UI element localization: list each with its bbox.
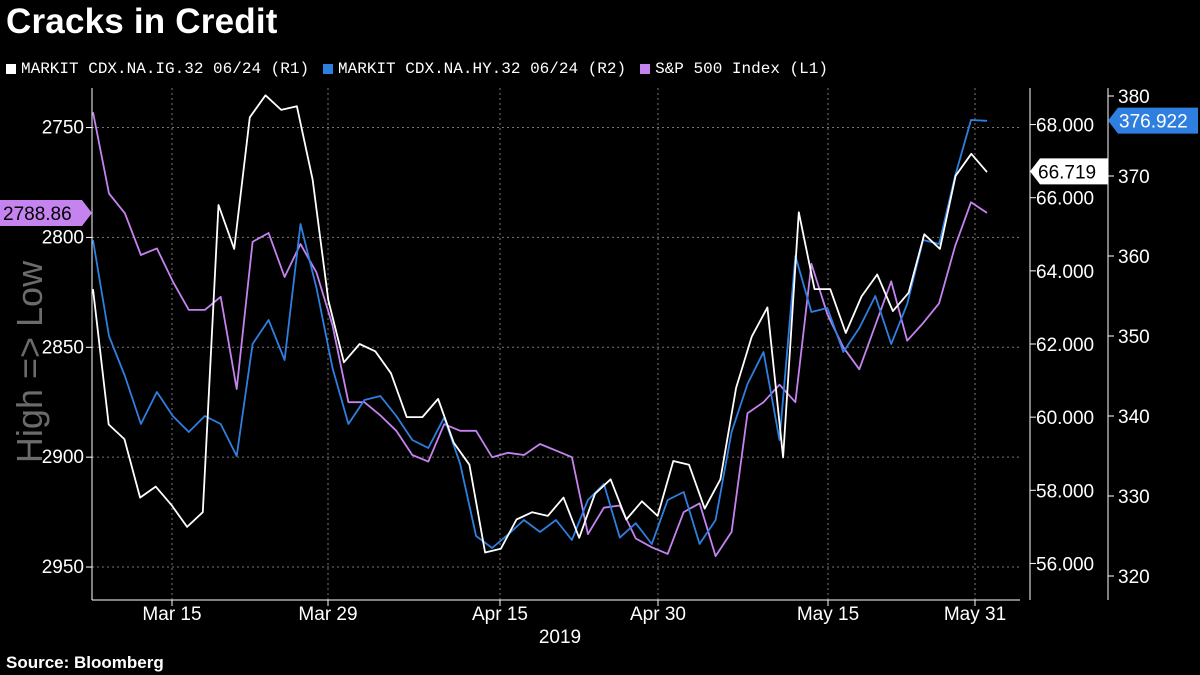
last-value-tag-ig-bg — [1030, 158, 1108, 185]
legend-label-hy: MARKIT CDX.NA.HY.32 06/24 (R2) — [338, 60, 627, 78]
x-axis-tick-label: Apr 30 — [630, 604, 686, 625]
legend-swatch-spx — [640, 64, 651, 74]
source-note: Source: Bloomberg — [6, 653, 164, 672]
legend-label-ig: MARKIT CDX.NA.IG.32 06/24 (R1) — [21, 60, 310, 78]
last-value-tag-spx-text: 2788.86 — [3, 204, 72, 225]
left-axis-tick-label: 2850 — [42, 337, 84, 358]
r1-axis-tick-label: 58.000 — [1036, 481, 1094, 502]
legend-swatch-ig — [6, 64, 16, 74]
series-line-hy — [92, 119, 988, 549]
legend-swatch-hy — [323, 64, 334, 74]
r2-axis-tick-label: 340 — [1118, 407, 1150, 428]
r2-axis-tick-label: 350 — [1118, 327, 1150, 348]
r2-axis-tick-label: 330 — [1118, 487, 1150, 508]
r1-axis-tick-label: 66.000 — [1036, 189, 1094, 210]
x-axis-tick-label: May 15 — [797, 604, 859, 625]
chart-title: Cracks in Credit — [6, 2, 278, 41]
r2-axis-tick-label: 380 — [1118, 87, 1150, 108]
legend-item-ig: MARKIT CDX.NA.IG.32 06/24 (R1) — [6, 60, 309, 78]
legend-label-spx: S&P 500 Index (L1) — [655, 60, 828, 78]
legend: MARKIT CDX.NA.IG.32 06/24 (R1) MARKIT CD… — [6, 60, 828, 78]
legend-item-spx: S&P 500 Index (L1) — [640, 60, 828, 78]
r1-axis-tick-label: 60.000 — [1036, 408, 1094, 429]
x-axis-tick-label: Mar 29 — [298, 604, 357, 625]
last-value-tag-hy: 376.922 — [1108, 107, 1198, 134]
last-value-tag-hy-text: 376.922 — [1119, 112, 1188, 133]
r2-axis-tick-label: 370 — [1118, 167, 1150, 188]
legend-item-hy: MARKIT CDX.NA.HY.32 06/24 (R2) — [323, 60, 626, 78]
r2-axis-tick-label: 320 — [1118, 567, 1150, 588]
last-value-tag-ig: 66.719 — [1030, 158, 1108, 185]
x-axis-tick-label: Mar 15 — [142, 604, 201, 625]
left-axis-tick-label: 2950 — [42, 557, 84, 578]
left-axis-title: High => Low — [9, 260, 50, 463]
left-axis-tick-label: 2750 — [42, 118, 84, 139]
x-axis-tick-label: Apr 15 — [472, 604, 528, 625]
last-value-tag-spx: 2788.86 — [0, 199, 92, 226]
series-line-ig — [92, 94, 988, 554]
series-line-spx — [92, 112, 988, 557]
r1-axis-tick-label: 56.000 — [1036, 554, 1094, 575]
last-value-tag-ig-text: 66.719 — [1038, 162, 1096, 183]
x-axis-year-label: 2019 — [539, 627, 581, 648]
last-value-tag-spx-bg — [0, 199, 92, 226]
r1-axis-tick-label: 68.000 — [1036, 116, 1094, 137]
left-axis-tick-label: 2900 — [42, 447, 84, 468]
r1-axis-tick-label: 62.000 — [1036, 335, 1094, 356]
r1-axis-tick-label: 64.000 — [1036, 262, 1094, 283]
last-value-tag-hy-bg — [1108, 107, 1198, 134]
r2-axis-tick-label: 360 — [1118, 247, 1150, 268]
x-axis-tick-label: May 31 — [944, 604, 1006, 625]
left-axis-tick-label: 2800 — [42, 227, 84, 248]
